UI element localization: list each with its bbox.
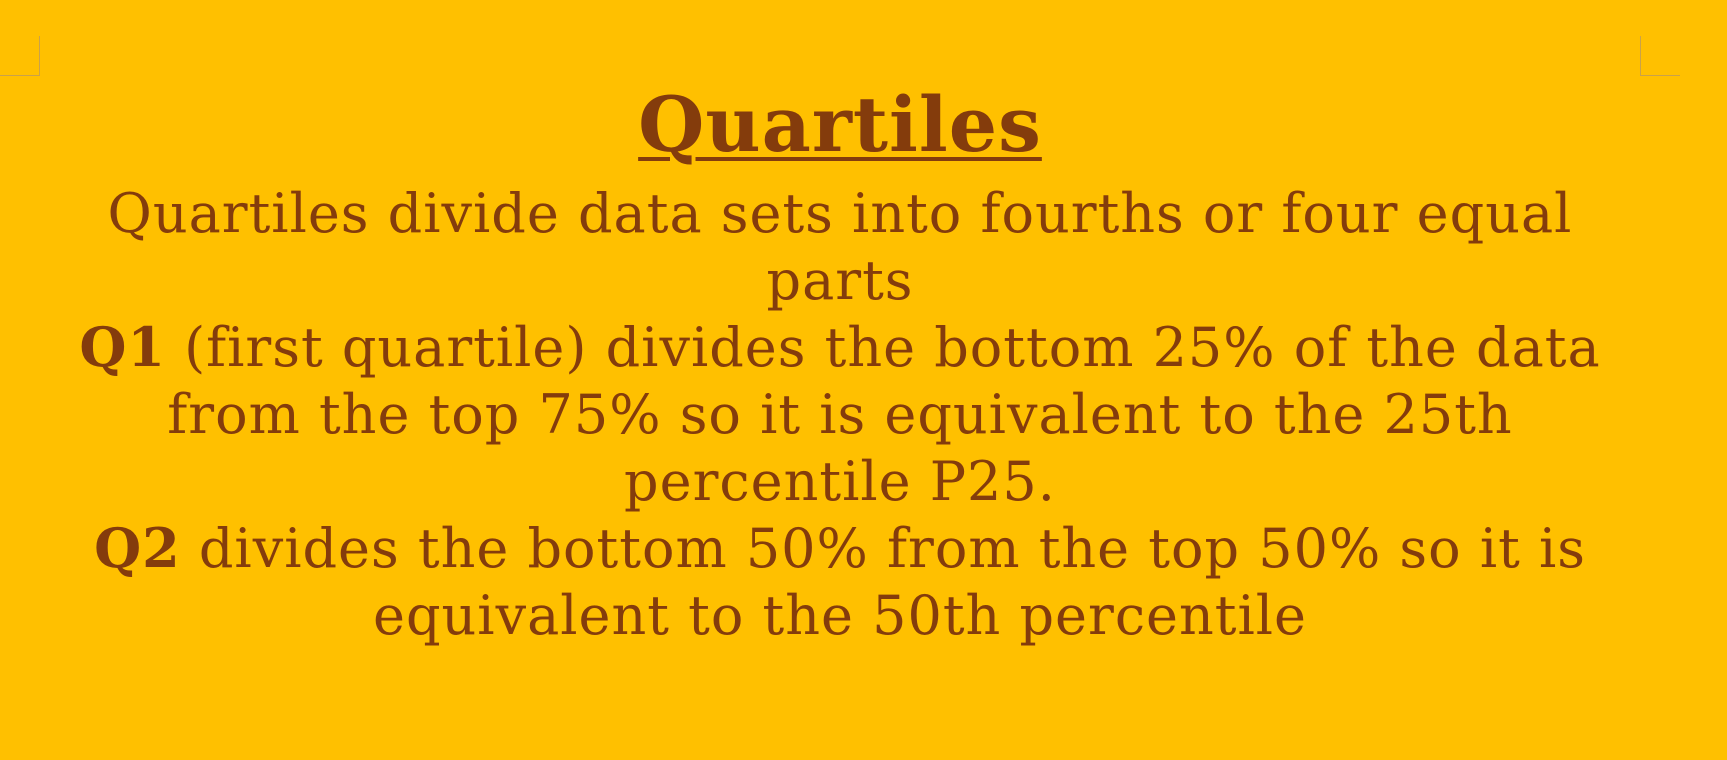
q1-text: (first quartile) divides the bottom 25% … (165, 316, 1601, 513)
q1-paragraph: Q1 (first quartile) divides the bottom 2… (60, 314, 1620, 515)
q2-text: divides the bottom 50% from the top 50% … (180, 517, 1586, 647)
intro-paragraph: Quartiles divide data sets into fourths … (60, 180, 1620, 314)
intro-text: Quartiles divide data sets into fourths … (107, 182, 1573, 312)
q1-term: Q1 (79, 315, 166, 379)
slide-content: Quartiles Quartiles divide data sets int… (60, 80, 1620, 649)
slide-title: Quartiles (638, 80, 1042, 169)
corner-marker-top-left (0, 36, 40, 76)
corner-marker-top-right (1640, 36, 1680, 76)
q2-paragraph: Q2 divides the bottom 50% from the top 5… (60, 515, 1620, 649)
q2-term: Q2 (94, 516, 181, 580)
